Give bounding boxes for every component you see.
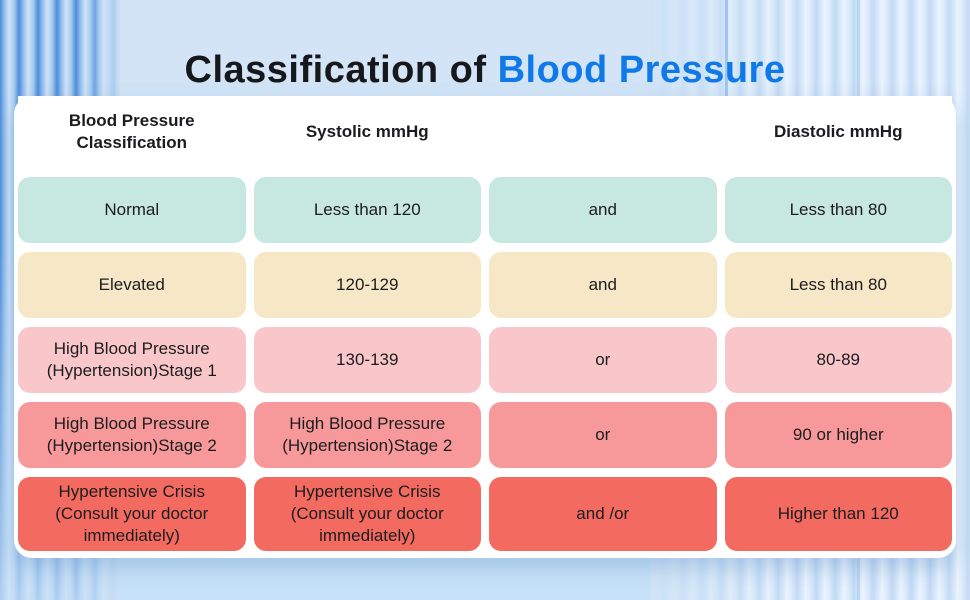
cell-elevated-classification: Elevated [18, 252, 246, 318]
cell-crisis-connector: and /or [489, 477, 717, 551]
cell-stage2-connector: or [489, 402, 717, 468]
page-title-highlight: Blood Pressure [497, 49, 786, 92]
cell-normal-connector: and [489, 177, 717, 243]
page-title-prefix: Classification of [184, 49, 498, 92]
cell-stage1-connector: or [489, 327, 717, 393]
column-header-connector [489, 96, 717, 168]
cell-stage2-classification: High Blood Pressure (Hypertension)Stage … [18, 402, 246, 468]
cell-normal-classification: Normal [18, 177, 246, 243]
cell-stage1-classification: High Blood Pressure (Hypertension)Stage … [18, 327, 246, 393]
cell-stage1-diastolic: 80-89 [724, 327, 952, 393]
cell-elevated-diastolic: Less than 80 [724, 252, 952, 318]
cell-stage1-systolic: 130-139 [253, 327, 481, 393]
cell-crisis-classification: Hypertensive Crisis (Consult your doctor… [18, 477, 246, 551]
cell-stage2-diastolic: 90 or higher [724, 402, 952, 468]
blood-pressure-table: Blood Pressure Classification Systolic m… [14, 96, 956, 558]
cell-crisis-systolic: Hypertensive Crisis (Consult your doctor… [253, 477, 481, 551]
cell-normal-diastolic: Less than 80 [724, 177, 952, 243]
page-title: Classification of Blood Pressure [0, 49, 970, 92]
column-header-diastolic: Diastolic mmHg [724, 96, 952, 168]
cell-stage2-systolic: High Blood Pressure (Hypertension)Stage … [253, 402, 481, 468]
cell-crisis-diastolic: Higher than 120 [724, 477, 952, 551]
cell-elevated-connector: and [489, 252, 717, 318]
column-header-systolic: Systolic mmHg [253, 96, 481, 168]
column-header-classification: Blood Pressure Classification [18, 96, 246, 168]
cell-normal-systolic: Less than 120 [253, 177, 481, 243]
cell-elevated-systolic: 120-129 [253, 252, 481, 318]
